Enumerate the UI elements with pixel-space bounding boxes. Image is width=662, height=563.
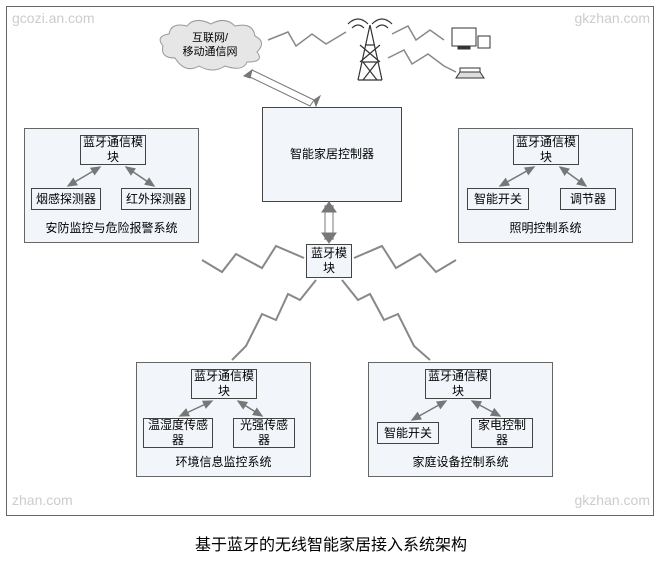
sub4-bt: 蓝牙通信模块 (425, 369, 491, 399)
subsystem-lighting-title: 照明控制系统 (459, 219, 632, 236)
sub1-bt: 蓝牙通信模块 (80, 135, 146, 165)
bt-center: 蓝牙模块 (306, 244, 352, 278)
subsystem-security-title: 安防监控与危险报警系统 (25, 219, 198, 236)
sub3-bt: 蓝牙通信模块 (191, 369, 257, 399)
sub2-left: 智能开关 (467, 188, 529, 210)
cloud-internet: 互联网/移动通信网 (155, 18, 265, 73)
sub4-right: 家电控制器 (471, 418, 533, 448)
sub3-left: 温湿度传感器 (143, 418, 213, 448)
controller-label: 智能家居控制器 (290, 147, 374, 162)
cloud-label: 互联网/移动通信网 (183, 32, 238, 58)
sub2-bt: 蓝牙通信模块 (513, 135, 579, 165)
sub1-right: 红外探测器 (121, 188, 191, 210)
controller-box: 智能家居控制器 (262, 107, 402, 202)
caption: 基于蓝牙的无线智能家居接入系统架构 (0, 531, 662, 555)
bt-center-label: 蓝牙模块 (311, 246, 347, 276)
sub1-left: 烟感探测器 (31, 188, 101, 210)
sub3-right: 光强传感器 (233, 418, 295, 448)
subsystem-env-title: 环境信息监控系统 (137, 453, 310, 470)
subsystem-appliance-title: 家庭设备控制系统 (369, 453, 552, 470)
sub4-left: 智能开关 (377, 422, 439, 444)
sub2-right: 调节器 (560, 188, 616, 210)
